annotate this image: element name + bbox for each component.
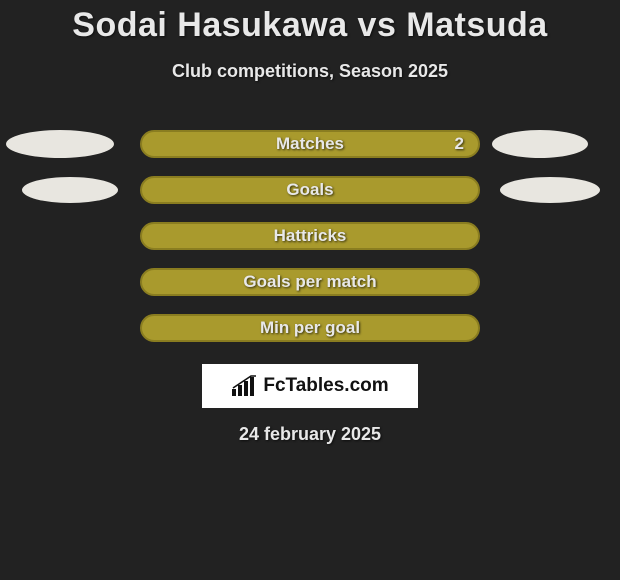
stat-label: Min per goal: [260, 318, 360, 338]
stat-value: 2: [455, 134, 464, 154]
stat-row: Goals per match: [0, 268, 620, 296]
stat-bar-hattricks: Hattricks: [140, 222, 480, 250]
stat-label: Goals per match: [243, 272, 376, 292]
stat-label: Goals: [286, 180, 333, 200]
stat-row: Matches 2: [0, 130, 620, 158]
stat-row: Hattricks: [0, 222, 620, 250]
stat-bar-matches: Matches 2: [140, 130, 480, 158]
page-date: 24 february 2025: [0, 424, 620, 445]
page-title: Sodai Hasukawa vs Matsuda: [0, 0, 620, 45]
stat-bar-goals: Goals: [140, 176, 480, 204]
logo-text: FcTables.com: [263, 375, 388, 397]
blob-right: [500, 177, 600, 203]
stat-bar-min-per-goal: Min per goal: [140, 314, 480, 342]
stat-row: Min per goal: [0, 314, 620, 342]
stat-row: Goals: [0, 176, 620, 204]
page-subtitle: Club competitions, Season 2025: [0, 61, 620, 82]
stat-bar-goals-per-match: Goals per match: [140, 268, 480, 296]
stat-label: Hattricks: [274, 226, 347, 246]
stat-rows: Matches 2 Goals Hattricks Goals per matc…: [0, 130, 620, 342]
fctables-logo-icon: [231, 375, 257, 397]
blob-left: [6, 130, 114, 158]
logo-box: FcTables.com: [202, 364, 418, 408]
stat-label: Matches: [276, 134, 344, 154]
blob-right: [492, 130, 588, 158]
blob-left: [22, 177, 118, 203]
